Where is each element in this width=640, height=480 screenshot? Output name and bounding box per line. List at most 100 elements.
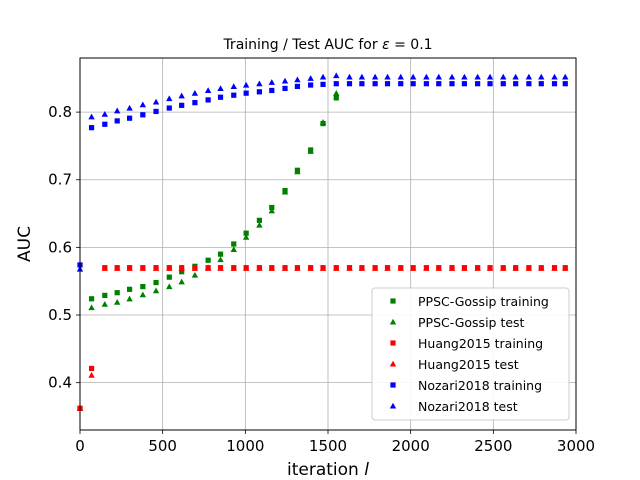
y-tick-label: 0.8 (48, 103, 72, 121)
data-point (319, 119, 327, 125)
data-point (281, 188, 289, 195)
data-point (152, 98, 160, 105)
data-point (384, 81, 391, 87)
data-point (319, 73, 327, 80)
data-point (230, 83, 237, 89)
data-point (500, 81, 506, 87)
data-point (191, 89, 199, 96)
data-point (538, 73, 545, 80)
data-point (139, 265, 147, 271)
data-point (525, 265, 533, 271)
y-tick-label: 0.7 (48, 171, 72, 189)
data-point (166, 95, 173, 102)
data-point (140, 112, 146, 118)
data-point (281, 265, 289, 271)
data-point (461, 265, 468, 271)
legend-marker (389, 360, 397, 367)
legend-marker (389, 318, 397, 325)
y-tick-label: 0.4 (48, 374, 72, 392)
data-point (474, 73, 481, 80)
data-point (346, 265, 353, 271)
data-point (152, 265, 160, 271)
data-point (88, 304, 95, 311)
legend-marker (390, 382, 396, 388)
data-point (423, 73, 430, 80)
data-point (114, 118, 120, 124)
data-point (409, 73, 417, 80)
legend-marker (389, 402, 397, 409)
data-point (101, 300, 108, 307)
data-point (423, 265, 430, 271)
x-axis-label: iteration l (287, 460, 369, 480)
data-point (153, 108, 159, 115)
data-point (423, 81, 429, 87)
data-point (562, 73, 569, 80)
data-point (191, 271, 199, 278)
legend-box (371, 287, 570, 421)
data-point (242, 234, 250, 240)
data-point (294, 83, 301, 90)
data-point (139, 291, 147, 298)
data-point (204, 265, 212, 271)
data-point (409, 265, 417, 271)
data-point (500, 73, 507, 80)
grid (79, 58, 577, 430)
data-point (153, 279, 159, 286)
data-point (449, 81, 455, 87)
data-point (101, 265, 108, 271)
data-point (268, 79, 275, 85)
data-point (551, 73, 558, 80)
chart-title: Training / Test AUC for ε = 0.1 (222, 37, 432, 53)
data-point (294, 265, 301, 271)
data-point (127, 115, 133, 121)
data-point (268, 265, 275, 271)
data-point (126, 104, 133, 111)
y-axis-label: AUC (15, 226, 35, 262)
data-point (333, 72, 340, 79)
data-point (562, 265, 569, 271)
data-point (242, 265, 250, 271)
data-point (101, 110, 108, 117)
data-point (217, 94, 224, 100)
data-point (461, 81, 467, 87)
data-point (294, 168, 301, 175)
legend-label: PPSC-Gossip test (418, 315, 525, 330)
data-point (256, 265, 263, 271)
data-series (76, 72, 569, 411)
data-point (359, 81, 365, 87)
data-point (217, 265, 224, 271)
legend-label: Nozari2018 test (418, 399, 518, 414)
data-point (268, 207, 275, 214)
data-point (435, 73, 442, 80)
data-point (398, 81, 404, 87)
data-point (88, 372, 95, 378)
data-point (102, 292, 108, 299)
data-point (448, 73, 456, 80)
data-point (320, 81, 326, 87)
data-point (217, 251, 224, 257)
data-point (256, 221, 263, 228)
data-point (88, 365, 95, 372)
legend-marker (390, 298, 396, 304)
data-point (205, 257, 211, 263)
data-point (486, 265, 494, 271)
data-point (333, 81, 339, 87)
data-point (461, 73, 468, 80)
data-point (333, 89, 340, 96)
data-point (152, 287, 160, 294)
data-point (140, 284, 146, 290)
legend-label: Nozari2018 training (418, 378, 542, 393)
data-point (294, 76, 301, 83)
x-tick-label: 3000 (557, 437, 595, 455)
data-point (205, 97, 211, 103)
legend-marker (390, 340, 396, 346)
data-point (333, 95, 339, 101)
data-point (282, 85, 288, 92)
data-point (178, 92, 185, 99)
data-point (242, 81, 250, 88)
data-point (88, 296, 95, 302)
data-point (230, 265, 237, 271)
data-point (114, 298, 121, 305)
data-point (512, 73, 519, 80)
data-point (384, 73, 391, 80)
